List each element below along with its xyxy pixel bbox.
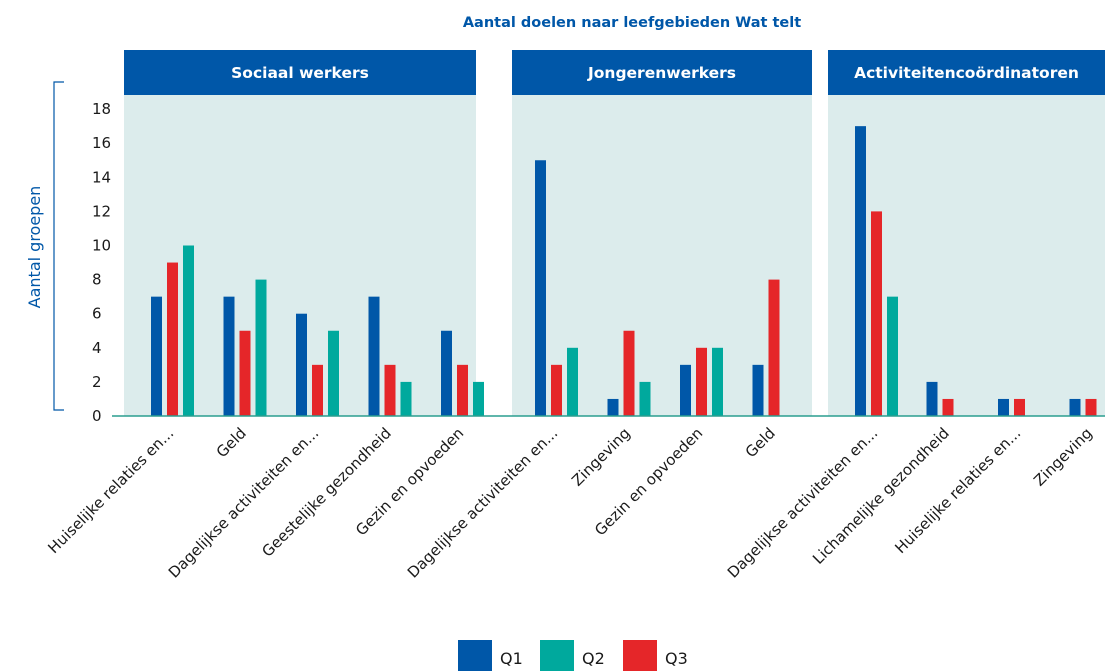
y-tick-label: 14 bbox=[92, 168, 111, 186]
bar-Q3-0-1 bbox=[239, 330, 251, 416]
legend-swatch-Q2 bbox=[540, 640, 574, 671]
y-axis-label: Aantal groepen bbox=[25, 186, 44, 309]
bar-Q3-0-4 bbox=[457, 364, 468, 416]
bar-Q1-1-0 bbox=[535, 160, 546, 416]
category-label: Lichamelijke gezondheid bbox=[809, 424, 953, 568]
panel-background bbox=[512, 95, 812, 416]
legend-swatch-Q1 bbox=[458, 640, 492, 671]
panel-title: Sociaal werkers bbox=[231, 64, 369, 82]
bar-Q3-1-2 bbox=[696, 347, 707, 416]
bar-Q3-2-0 bbox=[871, 211, 882, 416]
bar-Q3-0-3 bbox=[384, 364, 396, 416]
legend-label: Q1 bbox=[500, 649, 523, 668]
y-tick-label: 18 bbox=[92, 100, 111, 118]
bar-Q1-2-1 bbox=[926, 381, 938, 416]
bar-Q2-1-2 bbox=[712, 347, 723, 416]
bar-Q3-2-3 bbox=[1085, 398, 1097, 416]
bar-Q1-1-1 bbox=[607, 398, 619, 416]
bar-Q1-2-2 bbox=[998, 398, 1009, 416]
bar-Q1-1-2 bbox=[680, 364, 691, 416]
bar-Q3-1-3 bbox=[768, 279, 780, 416]
category-label: Geld bbox=[742, 424, 779, 461]
bar-Q1-0-3 bbox=[368, 296, 380, 416]
category-label: Zingeving bbox=[568, 424, 634, 490]
bar-Q1-0-1 bbox=[223, 296, 235, 416]
bar-Q2-0-1 bbox=[255, 279, 267, 416]
y-axis: Aantal groepen bbox=[25, 81, 64, 411]
bar-Q2-1-0 bbox=[567, 347, 578, 416]
bar-Q3-2-2 bbox=[1014, 398, 1025, 416]
bar-Q2-2-0 bbox=[887, 296, 898, 416]
chart-title: Aantal doelen naar leefgebieden Wat telt bbox=[463, 15, 801, 31]
panel-header bbox=[512, 50, 812, 95]
bar-Q3-0-2 bbox=[312, 364, 323, 416]
chart-panels: Sociaal werkers Huiselijke relaties en...… bbox=[44, 50, 1105, 582]
category-label: Huiselijke relaties en... bbox=[44, 424, 177, 557]
panel-header bbox=[124, 50, 476, 95]
panel-title: Activiteitencoördinatoren bbox=[854, 64, 1079, 82]
category-label: Geestelijke gezondheid bbox=[258, 424, 394, 560]
bar-Q1-2-0 bbox=[855, 126, 866, 417]
y-tick-label: 8 bbox=[92, 271, 102, 289]
category-label: Dagelijkse activiteiten en... bbox=[165, 424, 322, 581]
category-label: Zingeving bbox=[1030, 424, 1096, 490]
panel-0: Sociaal werkers Huiselijke relaties en...… bbox=[44, 50, 484, 582]
panel-background bbox=[828, 95, 1105, 416]
panel-title: Jongerenwerkers bbox=[587, 64, 736, 82]
y-tick-label: 16 bbox=[92, 134, 111, 152]
panel-header bbox=[828, 50, 1105, 95]
y-tick-label: 2 bbox=[92, 373, 102, 391]
bar-Q2-1-1 bbox=[639, 381, 651, 416]
y-tick-label: 10 bbox=[92, 237, 111, 255]
y-axis-bracket bbox=[53, 81, 64, 411]
bar-Q2-0-4 bbox=[473, 381, 484, 416]
bar-Q3-2-1 bbox=[942, 398, 954, 416]
category-label: Geld bbox=[213, 424, 250, 461]
legend-swatch-Q3 bbox=[623, 640, 657, 671]
y-tick-label: 0 bbox=[92, 407, 102, 425]
bar-Q1-2-3 bbox=[1069, 398, 1081, 416]
y-tick-label: 12 bbox=[92, 202, 111, 220]
category-label: Huiselijke relaties en... bbox=[891, 424, 1024, 557]
bar-Q2-0-3 bbox=[400, 381, 412, 416]
y-tick-label: 4 bbox=[92, 339, 102, 357]
bar-Q2-0-0 bbox=[183, 245, 194, 416]
legend: Q1 Q2 Q3 bbox=[458, 640, 688, 671]
bar-Q1-0-4 bbox=[441, 330, 452, 416]
bar-Q1-1-3 bbox=[752, 364, 764, 416]
bar-Q1-0-0 bbox=[151, 296, 162, 416]
legend-label: Q3 bbox=[665, 649, 688, 668]
bar-Q3-1-1 bbox=[623, 330, 635, 416]
bar-Q1-0-2 bbox=[296, 313, 307, 416]
category-label: Dagelijkse activiteiten en... bbox=[404, 424, 561, 581]
y-tick-label: 6 bbox=[92, 305, 102, 323]
bar-Q3-0-0 bbox=[167, 262, 178, 416]
legend-label: Q2 bbox=[582, 649, 605, 668]
bar-Q2-0-2 bbox=[328, 330, 339, 416]
y-ticks: 0 2 4 6 8 10 12 14 16 18 bbox=[92, 100, 111, 425]
bar-Q3-1-0 bbox=[551, 364, 562, 416]
